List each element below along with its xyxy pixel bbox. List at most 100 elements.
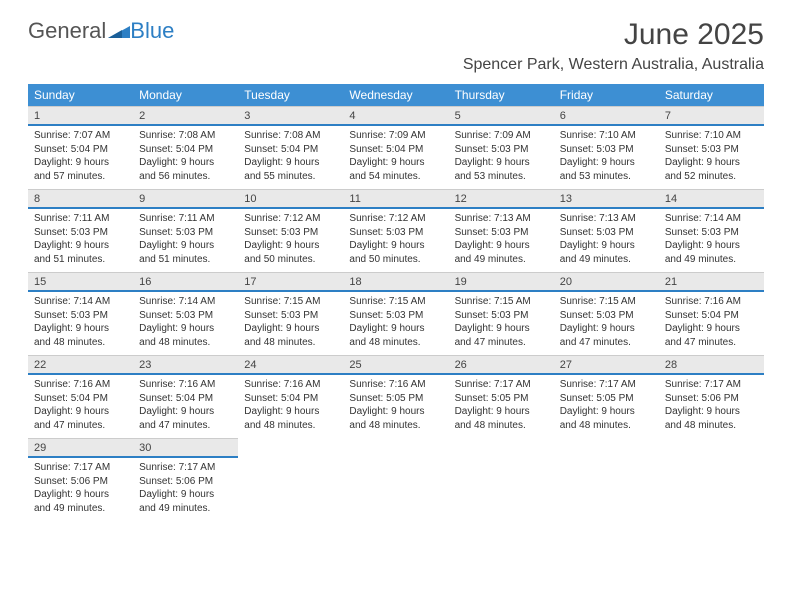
sunset-line: Sunset: 5:03 PM <box>455 143 548 157</box>
day-number-cell: 27 <box>554 355 659 375</box>
day-number-cell: 7 <box>659 106 764 126</box>
logo-triangle-icon <box>108 18 130 44</box>
sunset-line: Sunset: 5:03 PM <box>665 143 758 157</box>
day-info-cell: Sunrise: 7:10 AMSunset: 5:03 PMDaylight:… <box>659 126 764 189</box>
day-number-cell: 1 <box>28 106 133 126</box>
daylight-line-1: Daylight: 9 hours <box>349 239 442 253</box>
daylight-line-1: Daylight: 9 hours <box>665 156 758 170</box>
sunrise-line: Sunrise: 7:16 AM <box>349 378 442 392</box>
sunrise-line: Sunrise: 7:17 AM <box>34 461 127 475</box>
day-number-cell <box>343 438 448 458</box>
day-info-cell: Sunrise: 7:08 AMSunset: 5:04 PMDaylight:… <box>133 126 238 189</box>
daylight-line-2: and 47 minutes. <box>34 419 127 433</box>
day-info-cell: Sunrise: 7:08 AMSunset: 5:04 PMDaylight:… <box>238 126 343 189</box>
weekday-header: Tuesday <box>238 84 343 106</box>
sunset-line: Sunset: 5:03 PM <box>455 226 548 240</box>
sunset-line: Sunset: 5:06 PM <box>139 475 232 489</box>
daylight-line-1: Daylight: 9 hours <box>34 405 127 419</box>
day-info-cell: Sunrise: 7:16 AMSunset: 5:04 PMDaylight:… <box>238 375 343 438</box>
day-number-cell: 15 <box>28 272 133 292</box>
day-info-cell: Sunrise: 7:11 AMSunset: 5:03 PMDaylight:… <box>28 209 133 272</box>
daylight-line-2: and 51 minutes. <box>139 253 232 267</box>
daylight-line-2: and 47 minutes. <box>665 336 758 350</box>
sunset-line: Sunset: 5:04 PM <box>139 392 232 406</box>
daylight-line-1: Daylight: 9 hours <box>455 156 548 170</box>
sunset-line: Sunset: 5:03 PM <box>665 226 758 240</box>
day-number-cell <box>238 438 343 458</box>
sunrise-line: Sunrise: 7:15 AM <box>455 295 548 309</box>
day-number-cell: 14 <box>659 189 764 209</box>
sunrise-line: Sunrise: 7:08 AM <box>244 129 337 143</box>
brand-part1: General <box>28 18 106 44</box>
day-info-cell: Sunrise: 7:14 AMSunset: 5:03 PMDaylight:… <box>28 292 133 355</box>
daylight-line-1: Daylight: 9 hours <box>665 239 758 253</box>
day-number-cell: 23 <box>133 355 238 375</box>
day-info-cell <box>554 458 659 521</box>
sunset-line: Sunset: 5:03 PM <box>244 226 337 240</box>
daylight-line-1: Daylight: 9 hours <box>244 405 337 419</box>
sunrise-line: Sunrise: 7:16 AM <box>244 378 337 392</box>
location-text: Spencer Park, Western Australia, Austral… <box>463 56 764 74</box>
sunrise-line: Sunrise: 7:16 AM <box>34 378 127 392</box>
month-title: June 2025 <box>463 18 764 52</box>
day-number-cell: 24 <box>238 355 343 375</box>
day-number-cell: 17 <box>238 272 343 292</box>
daynum-row: 15161718192021 <box>28 272 764 292</box>
daylight-line-1: Daylight: 9 hours <box>34 322 127 336</box>
daylight-line-1: Daylight: 9 hours <box>665 405 758 419</box>
daynum-row: 2930 <box>28 438 764 458</box>
day-info-cell: Sunrise: 7:15 AMSunset: 5:03 PMDaylight:… <box>449 292 554 355</box>
day-number-cell: 6 <box>554 106 659 126</box>
info-row: Sunrise: 7:17 AMSunset: 5:06 PMDaylight:… <box>28 458 764 521</box>
sunrise-line: Sunrise: 7:15 AM <box>244 295 337 309</box>
day-number-cell <box>659 438 764 458</box>
sunrise-line: Sunrise: 7:09 AM <box>455 129 548 143</box>
day-number-cell: 2 <box>133 106 238 126</box>
sunset-line: Sunset: 5:04 PM <box>244 392 337 406</box>
day-number-cell: 25 <box>343 355 448 375</box>
day-info-cell <box>449 458 554 521</box>
day-info-cell: Sunrise: 7:15 AMSunset: 5:03 PMDaylight:… <box>343 292 448 355</box>
sunset-line: Sunset: 5:03 PM <box>560 226 653 240</box>
daylight-line-2: and 48 minutes. <box>349 336 442 350</box>
day-number-cell: 13 <box>554 189 659 209</box>
daylight-line-1: Daylight: 9 hours <box>244 322 337 336</box>
sunrise-line: Sunrise: 7:12 AM <box>244 212 337 226</box>
sunset-line: Sunset: 5:03 PM <box>349 226 442 240</box>
daylight-line-1: Daylight: 9 hours <box>349 405 442 419</box>
sunrise-line: Sunrise: 7:15 AM <box>349 295 442 309</box>
day-info-cell: Sunrise: 7:09 AMSunset: 5:04 PMDaylight:… <box>343 126 448 189</box>
info-row: Sunrise: 7:11 AMSunset: 5:03 PMDaylight:… <box>28 209 764 272</box>
sunset-line: Sunset: 5:05 PM <box>349 392 442 406</box>
sunset-line: Sunset: 5:05 PM <box>560 392 653 406</box>
sunrise-line: Sunrise: 7:14 AM <box>139 295 232 309</box>
day-info-cell <box>238 458 343 521</box>
sunrise-line: Sunrise: 7:14 AM <box>665 212 758 226</box>
day-number-cell: 28 <box>659 355 764 375</box>
day-info-cell: Sunrise: 7:11 AMSunset: 5:03 PMDaylight:… <box>133 209 238 272</box>
daylight-line-1: Daylight: 9 hours <box>349 156 442 170</box>
day-number-cell: 21 <box>659 272 764 292</box>
info-row: Sunrise: 7:16 AMSunset: 5:04 PMDaylight:… <box>28 375 764 438</box>
daylight-line-2: and 49 minutes. <box>139 502 232 516</box>
sunset-line: Sunset: 5:03 PM <box>139 309 232 323</box>
day-info-cell: Sunrise: 7:14 AMSunset: 5:03 PMDaylight:… <box>133 292 238 355</box>
sunrise-line: Sunrise: 7:09 AM <box>349 129 442 143</box>
daylight-line-1: Daylight: 9 hours <box>139 156 232 170</box>
daylight-line-2: and 47 minutes. <box>560 336 653 350</box>
weekday-header: Monday <box>133 84 238 106</box>
daylight-line-2: and 53 minutes. <box>455 170 548 184</box>
header: General Blue June 2025 Spencer Park, Wes… <box>0 0 792 78</box>
daylight-line-2: and 57 minutes. <box>34 170 127 184</box>
sunrise-line: Sunrise: 7:08 AM <box>139 129 232 143</box>
day-info-cell: Sunrise: 7:15 AMSunset: 5:03 PMDaylight:… <box>238 292 343 355</box>
sunset-line: Sunset: 5:03 PM <box>349 309 442 323</box>
day-info-cell: Sunrise: 7:07 AMSunset: 5:04 PMDaylight:… <box>28 126 133 189</box>
daylight-line-2: and 50 minutes. <box>349 253 442 267</box>
day-number-cell: 4 <box>343 106 448 126</box>
day-info-cell: Sunrise: 7:15 AMSunset: 5:03 PMDaylight:… <box>554 292 659 355</box>
sunrise-line: Sunrise: 7:11 AM <box>34 212 127 226</box>
day-info-cell: Sunrise: 7:17 AMSunset: 5:05 PMDaylight:… <box>449 375 554 438</box>
daylight-line-2: and 53 minutes. <box>560 170 653 184</box>
daylight-line-1: Daylight: 9 hours <box>139 322 232 336</box>
